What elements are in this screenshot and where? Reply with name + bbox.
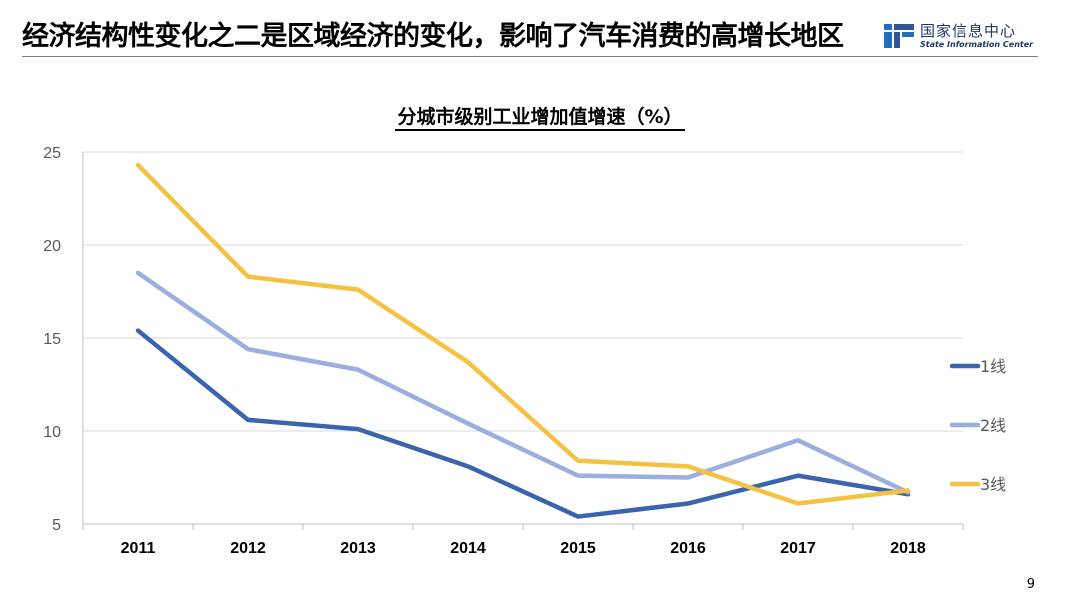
x-tick-label: 2011 [121,540,156,557]
title-divider [22,56,1038,57]
logo: 国家信息中心 State Information Center [884,20,1054,52]
x-tick-label: 2014 [450,540,486,557]
series-line-3 [135,162,911,506]
x-tick-label: 2017 [780,540,816,557]
page-number: 9 [1026,577,1035,592]
logo-name-en: State Information Center [920,40,1034,49]
x-tick-label: 2016 [670,540,706,557]
series-line-2 [135,270,911,495]
chart-title-wrap: 分城市级别工业增加值增速（%） [0,102,1080,131]
x-tick-label: 2012 [230,540,266,557]
y-tick-label: 20 [43,238,61,255]
y-tick-label: 5 [52,517,61,534]
legend-label: 1线 [980,357,1006,376]
series-line-1 [135,328,911,519]
y-tick-label: 25 [43,145,61,162]
y-tick-label: 15 [43,331,61,348]
slide-title: 经济结构性变化之二是区域经济的变化，影响了汽车消费的高增长地区 [22,21,844,52]
y-tick-label: 10 [43,424,61,441]
x-tick-label: 2013 [340,540,376,557]
x-tick-label: 2018 [890,540,926,557]
logo-name-cn: 国家信息中心 [920,22,1017,40]
legend-label: 2线 [980,416,1006,435]
x-tick-label: 2015 [560,540,596,557]
chart-title: 分城市级别工业增加值增速（%） [395,106,685,131]
state-information-center-icon [884,24,914,48]
legend-label: 3线 [980,475,1006,494]
